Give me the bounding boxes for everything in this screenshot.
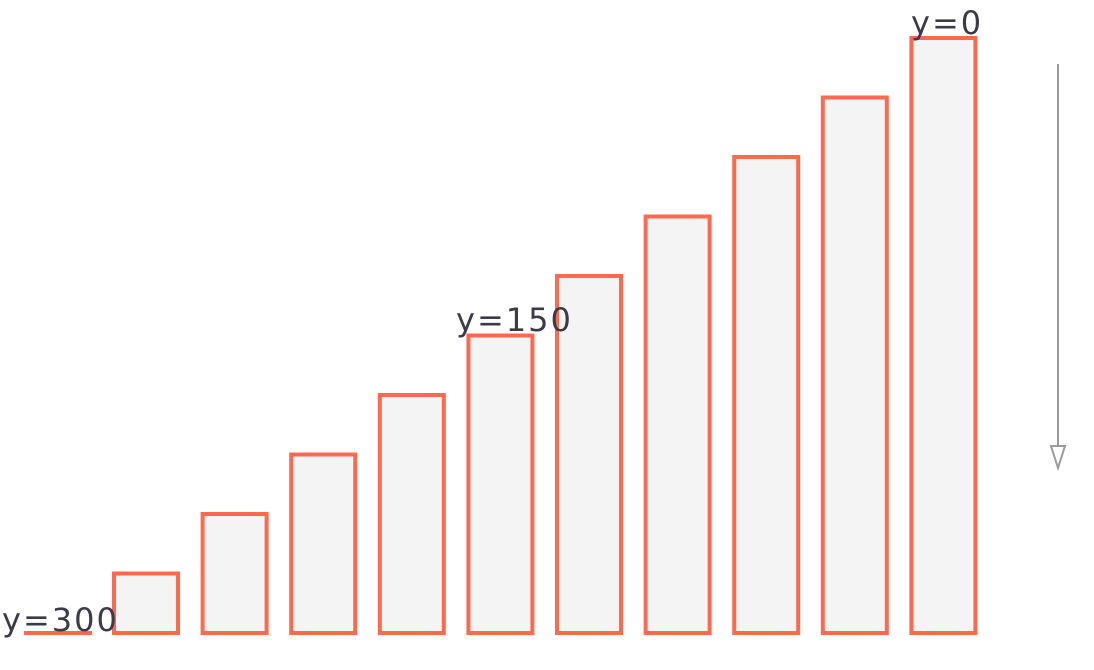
bar-6 [555,274,623,635]
label-y300: y=300 [2,601,119,639]
bar-1 [112,571,180,635]
bar-4 [377,393,446,635]
bars-group [112,36,978,635]
bar-9 [820,95,889,635]
bar-2 [200,512,269,635]
bar-8 [732,155,801,635]
bar-7 [643,214,712,635]
bar-3 [289,452,358,635]
label-y150: y=150 [456,301,573,339]
arrow-head-icon [1049,445,1067,472]
bar-5 [466,333,535,635]
direction-arrow [1049,64,1067,472]
label-y0: y=0 [911,4,983,42]
bar-10 [909,36,978,635]
